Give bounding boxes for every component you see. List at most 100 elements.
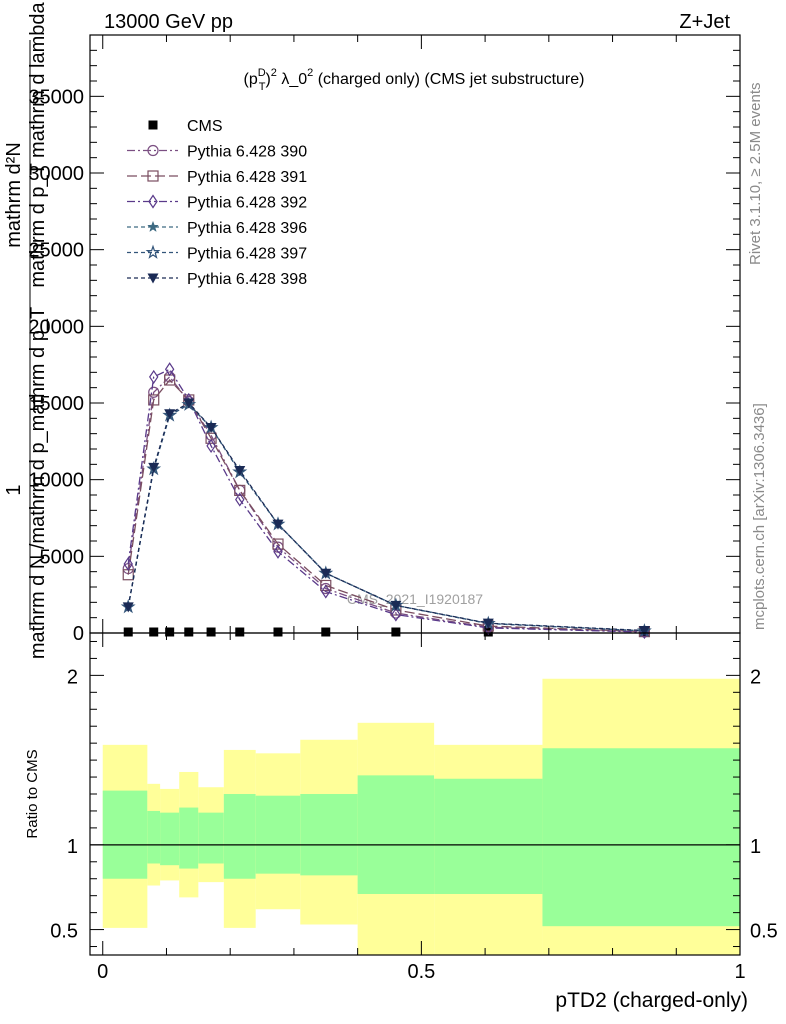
series-0-point	[149, 627, 159, 637]
series-0-point	[165, 627, 175, 637]
series-0-point	[184, 627, 194, 637]
legend-marker	[147, 220, 159, 233]
series-6-point	[148, 462, 160, 473]
title-sup: D	[258, 67, 266, 79]
y-tick-label: 30000	[28, 163, 84, 185]
title-part: (charged only) (CMS jet substructure)	[313, 71, 584, 88]
ratio-y-tick-label-right: 1	[750, 836, 761, 858]
series-3-point	[391, 607, 401, 622]
ratio-y-tick-label-right: 0.5	[750, 921, 778, 943]
ratio-inner-band	[160, 812, 180, 866]
legend-entry-label: Pythia 6.428 397	[187, 246, 307, 263]
legend-entry-label: Pythia 6.428 392	[187, 195, 307, 212]
ratio-y-tick-label: 1	[67, 836, 78, 858]
title-part: (p	[244, 71, 258, 88]
ratio-inner-band	[357, 775, 435, 894]
y-tick-label: 15000	[28, 393, 84, 415]
x-tick-label: 1	[734, 961, 745, 983]
ratio-inner-band	[198, 812, 224, 864]
y-axis-label: 1 mathrm d N /mathrm d p_mathrm d p_T ma…	[3, 1, 49, 659]
title-part: )	[265, 71, 270, 88]
ratio-inner-band	[102, 790, 148, 879]
ratio-inner-band	[300, 794, 358, 876]
ratio-y-tick-label: 2	[67, 666, 78, 688]
ratio-inner-band	[542, 748, 740, 927]
mcplots-label: mcplots.cern.ch [arXiv:1306.3436]	[751, 403, 768, 630]
series-1-point	[148, 386, 160, 398]
series-3-point	[206, 438, 216, 454]
series-6-point	[234, 465, 246, 476]
legend-marker	[147, 273, 159, 284]
ratio-y-tick-label: 0.5	[50, 921, 78, 943]
y-label-denominator: mathrm d N /mathrm d p_mathrm d p_T	[27, 307, 49, 659]
x-tick-label: 0.5	[407, 961, 435, 983]
series-3-point	[235, 492, 245, 507]
series-3-point	[149, 369, 159, 385]
series-0-point	[273, 627, 283, 637]
x-tick-label: 0	[97, 961, 108, 983]
x-axis-label: pTD2 (charged-only)	[555, 989, 748, 1012]
series-6-point	[272, 519, 284, 530]
series-3-line	[127, 368, 645, 633]
ratio-inner-band	[179, 807, 199, 869]
chart-title: (pD T)2 λ_02 (charged only) (CMS jet subs…	[244, 67, 585, 93]
series-0-point	[206, 627, 216, 637]
y-tick-label: 10000	[28, 470, 84, 492]
y-tick-label: 35000	[28, 86, 84, 108]
rivet-label: Rivet 3.1.10, ≥ 2.5M events	[747, 83, 764, 266]
legend-marker	[148, 120, 158, 130]
series-6-point	[482, 618, 494, 629]
title-part: λ_0	[277, 71, 307, 88]
y-label-numerator: mathrm d²N	[3, 142, 25, 248]
legend-marker	[147, 144, 159, 157]
legend-entry-label: Pythia 6.428 390	[187, 144, 307, 161]
series-6-point	[638, 626, 650, 637]
process-label: Z+Jet	[679, 11, 730, 33]
series-0-point	[321, 627, 331, 637]
series-2-point	[205, 432, 217, 444]
y-tick-label: 0	[73, 623, 84, 645]
y-tick-label: 5000	[40, 546, 85, 568]
watermark-label: CMS_2021_I1920187	[347, 591, 483, 607]
series-0-point	[235, 627, 245, 637]
ratio-panel: 0.5 0.51 12 20 0.5 1 Ratio to CMS pTD2 (charg…	[24, 632, 778, 1012]
series-2-point	[272, 538, 284, 550]
y-label-numerator-one: 1	[3, 484, 25, 495]
series-2-line	[127, 379, 645, 633]
series-3-point	[273, 544, 283, 559]
ratio-inner-band	[255, 795, 301, 874]
legend-entry-label: Pythia 6.428 391	[187, 169, 307, 186]
series-6-point	[183, 398, 195, 409]
series-3-point	[321, 584, 331, 599]
legend-marker	[145, 244, 161, 259]
y-label-denominator-2: mathrm d p_T mathrm d lambda	[27, 1, 49, 287]
energy-label: 13000 GeV pp	[104, 11, 233, 33]
ratio-inner-band	[434, 778, 543, 894]
series-6-point	[164, 409, 176, 420]
title-sub: T	[259, 81, 266, 93]
ratio-y-tick-label-right: 2	[750, 666, 761, 688]
series-3-point	[164, 362, 175, 377]
series-2-point	[148, 394, 160, 406]
series-2-point	[320, 579, 332, 592]
y-tick-label: 20000	[28, 316, 84, 338]
ratio-axis-label: Ratio to CMS	[24, 749, 41, 838]
title-sup: 2	[271, 67, 277, 79]
legend-entry-label: Pythia 6.428 396	[187, 220, 307, 237]
series-3-point	[123, 556, 133, 572]
series-6-point	[320, 568, 332, 579]
title-sup: 2	[307, 67, 313, 79]
y-tick-label: 25000	[28, 240, 84, 262]
legend-entry-label: Pythia 6.428 398	[187, 271, 307, 288]
series-0-point	[391, 627, 401, 637]
legend-marker	[148, 194, 158, 209]
series-6-point	[122, 602, 134, 613]
ratio-inner-band	[147, 810, 161, 864]
main-panel: CMS_2021_I1920187 0 5000 10000 15000 20000 25…	[3, 1, 741, 659]
series-6-point	[205, 423, 217, 434]
series-0-point	[123, 627, 133, 637]
series-2-point	[234, 484, 246, 496]
legend-marker	[147, 170, 159, 182]
legend: CMS Pythia 6.428 390 Pythia 6.428 391 Pythi…	[127, 118, 307, 288]
legend-entry-label: CMS	[187, 118, 223, 135]
